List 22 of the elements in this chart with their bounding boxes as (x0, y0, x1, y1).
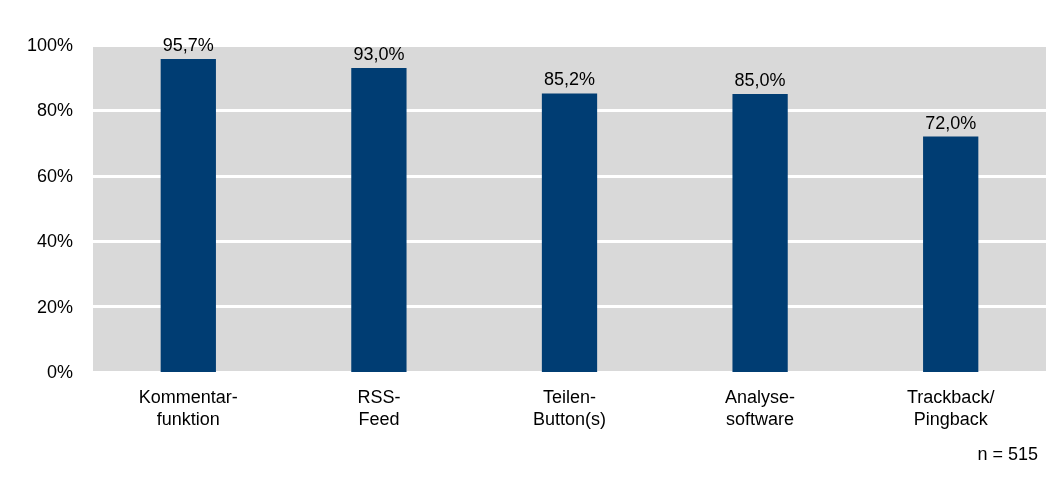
x-tick-label: Analyse- software (725, 387, 796, 429)
y-tick-label: 0% (46, 362, 73, 382)
bar (541, 93, 598, 372)
data-label: 72,0% (925, 112, 977, 133)
text: n = 515 (977, 444, 1039, 464)
bar (923, 136, 979, 372)
y-tick-label: 60% (36, 165, 73, 186)
y-tick-label: 40% (36, 231, 73, 252)
data-label: 93,0% (353, 43, 405, 64)
y-tick-label: 80% (36, 100, 73, 121)
bar (160, 59, 216, 372)
data-label: 95,7% (162, 35, 214, 56)
y-tick-label: 20% (36, 296, 73, 317)
bar (732, 94, 788, 372)
x-tick-label: Kommentar- funktion (138, 387, 238, 429)
y-tick-label: 100% (26, 35, 73, 55)
x-tick-label: Trackback/ Pingback (907, 387, 995, 429)
data-label: 85,2% (543, 69, 596, 90)
bar (351, 67, 407, 372)
x-tick-label: Teilen- Button(s) (532, 387, 607, 429)
data-label: 85,0% (734, 70, 786, 91)
x-tick-label: RSS- Feed (357, 387, 401, 429)
